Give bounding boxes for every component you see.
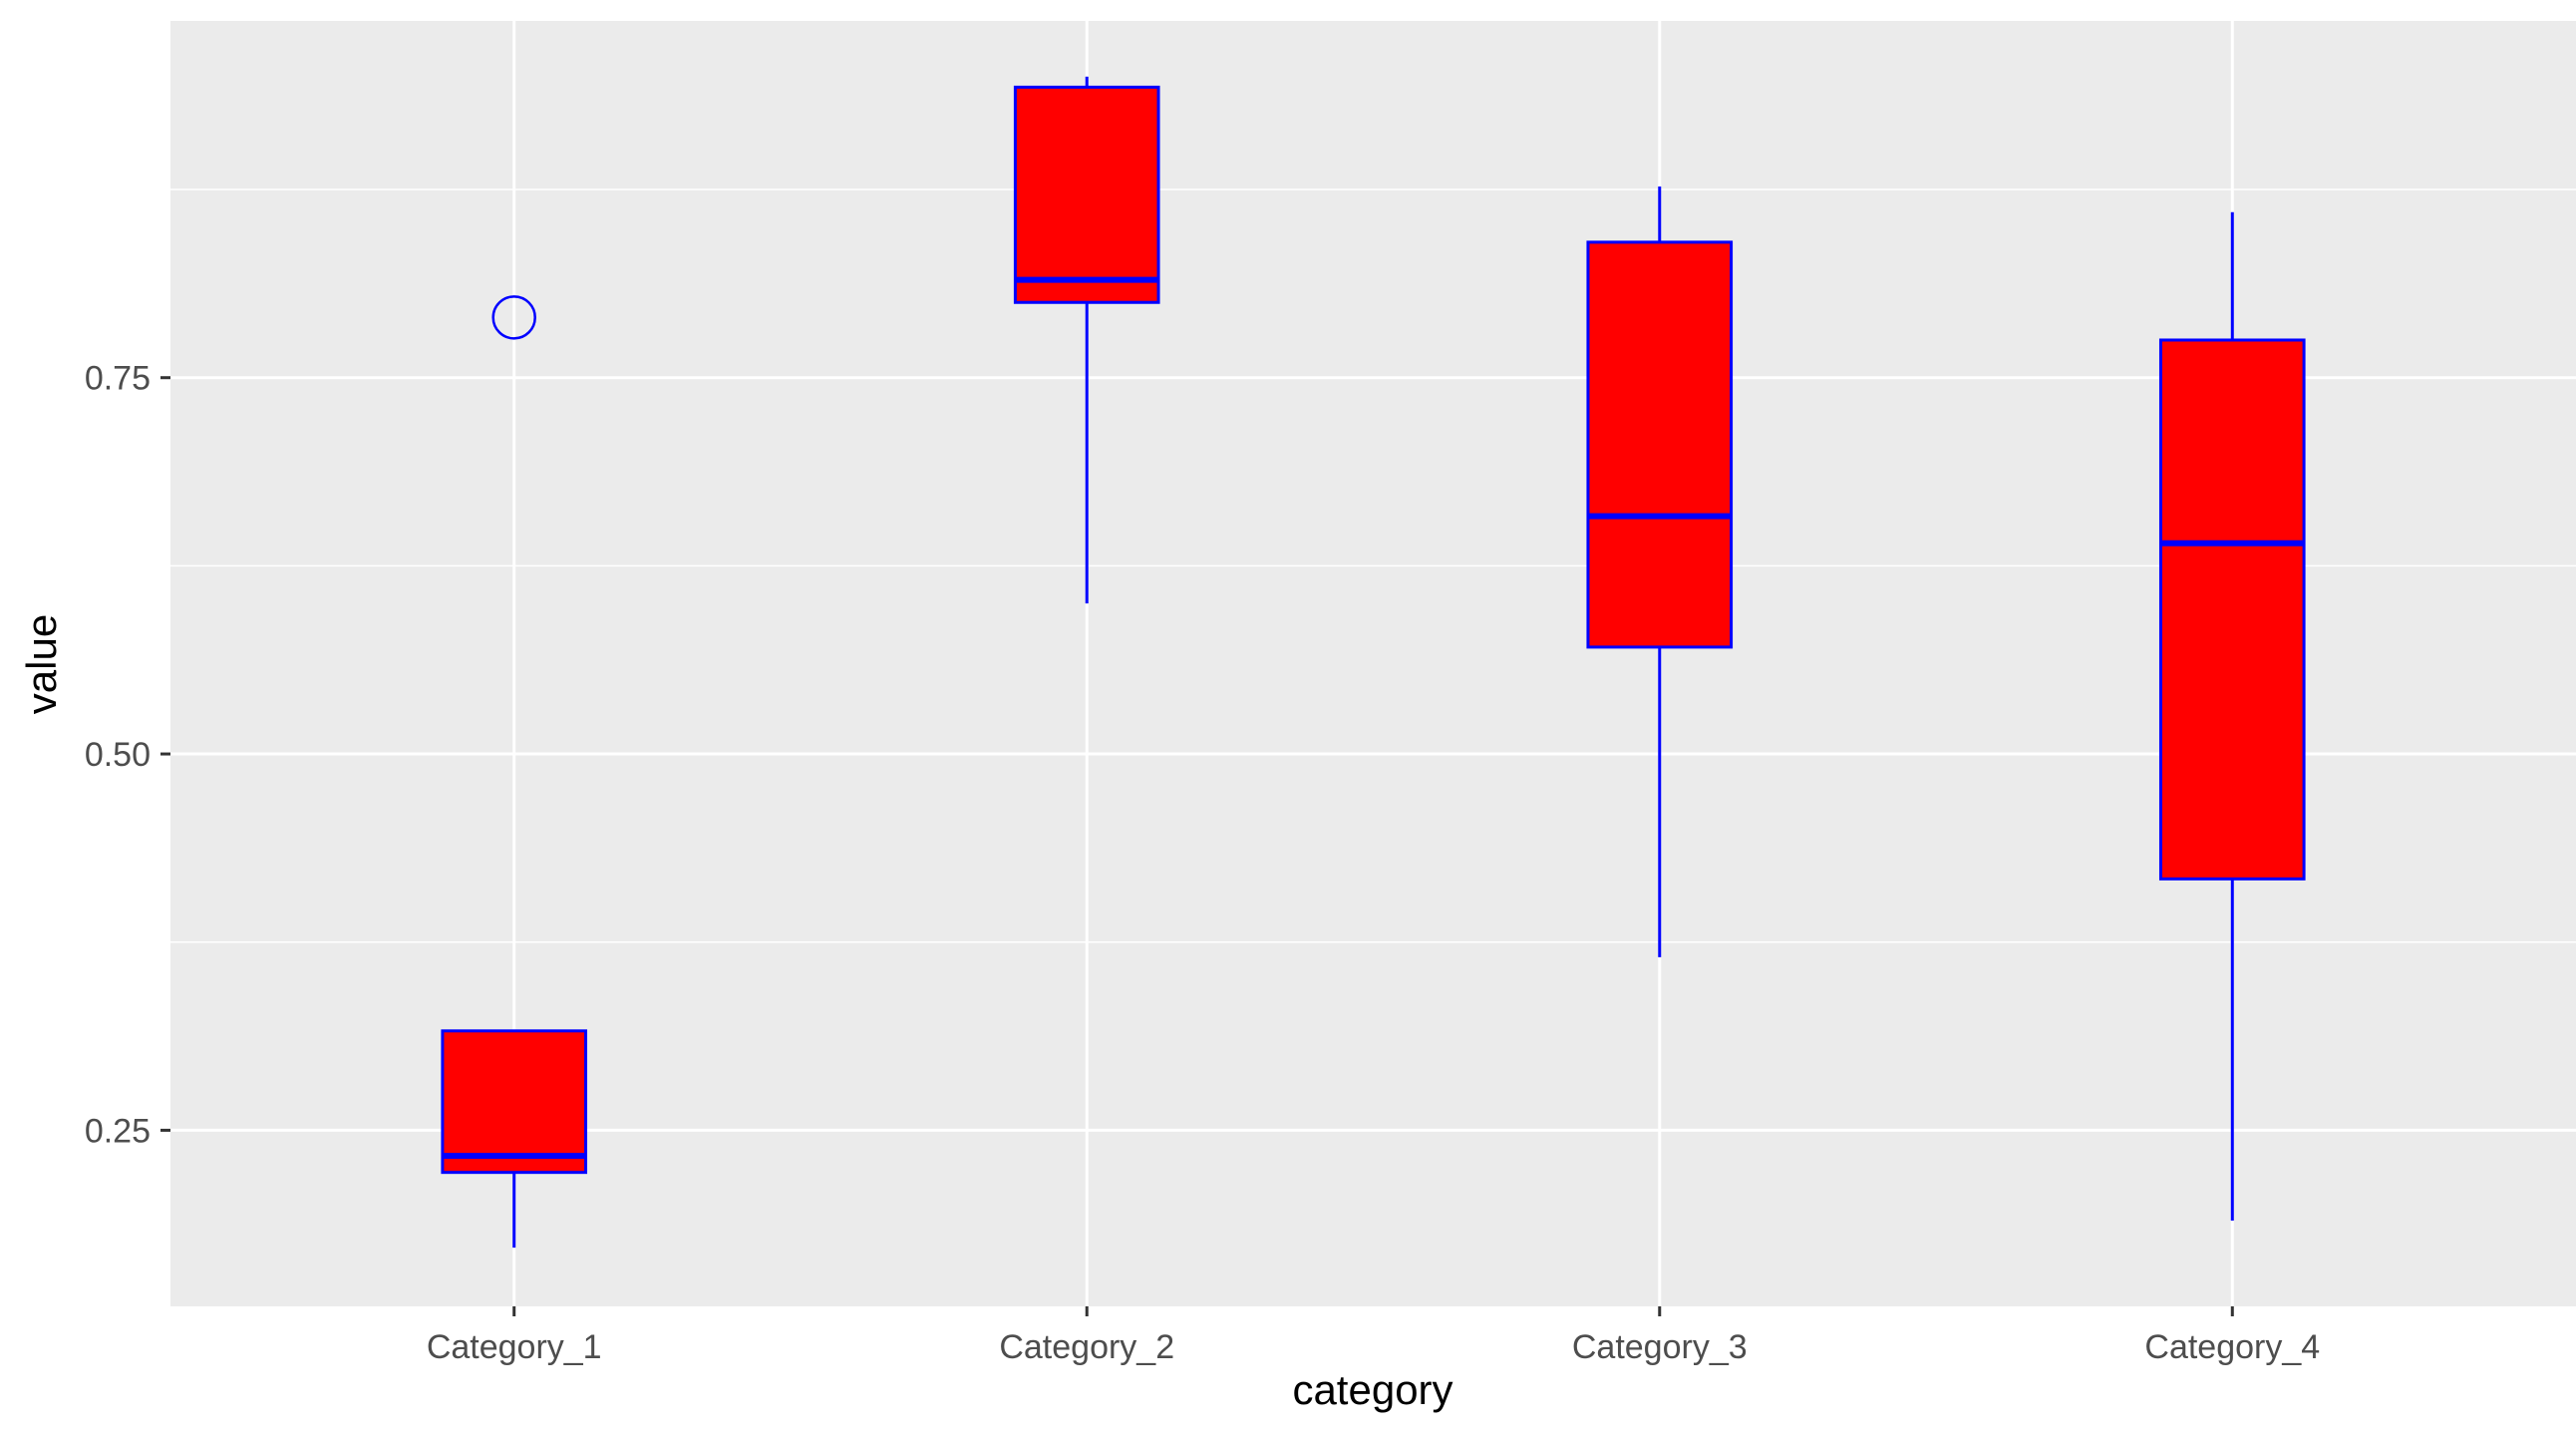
box-body bbox=[2158, 338, 2306, 881]
y-tick-label: 0.50 bbox=[85, 736, 151, 774]
x-tick-label: Category_1 bbox=[427, 1328, 602, 1366]
outlier-point bbox=[491, 295, 536, 340]
x-tick-label: Category_3 bbox=[1572, 1328, 1748, 1366]
y-tick-label: 0.75 bbox=[85, 360, 151, 398]
box-4 bbox=[2158, 211, 2306, 1221]
x-tick-label: Category_2 bbox=[999, 1328, 1174, 1366]
y-axis: 0.25 0.50 0.75 bbox=[85, 360, 170, 1150]
box-series bbox=[441, 76, 2306, 1249]
box-body bbox=[441, 1029, 588, 1175]
box-3 bbox=[1586, 186, 1734, 957]
x-axis-title: category bbox=[1292, 1366, 1452, 1413]
box-1 bbox=[441, 295, 588, 1249]
box-2 bbox=[1013, 76, 1160, 604]
y-axis-title: value bbox=[18, 614, 65, 714]
x-tick-label: Category_4 bbox=[2144, 1328, 2320, 1366]
box-body bbox=[1013, 85, 1160, 304]
x-axis: Category_1 Category_2 Category_3 Category_4 bbox=[427, 1306, 2320, 1366]
box-body bbox=[1586, 240, 1734, 649]
y-tick-label: 0.25 bbox=[85, 1112, 151, 1150]
